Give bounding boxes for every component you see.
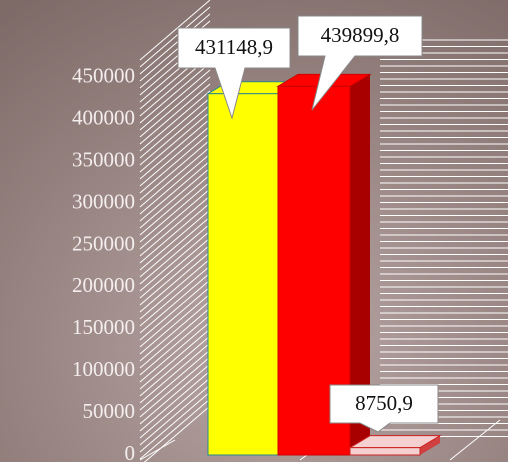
wall-hatch — [139, 363, 211, 425]
wall-hatch — [139, 111, 211, 173]
callout — [177, 27, 291, 120]
data-label: 8750,9 — [355, 391, 413, 415]
wall-hatch — [139, 356, 211, 418]
y-tick-label: 0 — [125, 441, 136, 462]
wall-hatch — [139, 69, 211, 131]
y-tick-label: 450000 — [72, 64, 135, 88]
wall-hatch — [139, 251, 211, 313]
wall-hatch — [139, 230, 211, 292]
bar-side — [350, 74, 370, 456]
bar — [207, 93, 279, 456]
data-label: 439899,8 — [321, 23, 400, 47]
y-tick-label: 250000 — [72, 231, 135, 255]
y-tick-label: 100000 — [72, 357, 135, 381]
wall-hatch — [139, 216, 211, 278]
wall-hatch — [139, 76, 211, 138]
wall-hatch — [139, 202, 211, 264]
wall-hatch — [139, 391, 211, 453]
y-tick-label: 400000 — [72, 106, 135, 130]
wall-hatch — [139, 188, 211, 250]
bar — [349, 447, 421, 456]
wall-hatch — [139, 174, 211, 236]
wall-hatch — [139, 181, 211, 243]
y-tick-label: 150000 — [72, 315, 135, 339]
wall-hatch — [143, 405, 211, 462]
wall-hatch — [139, 139, 211, 201]
wall-hatch — [139, 132, 211, 194]
wall-hatch — [139, 209, 211, 271]
wall-hatch — [139, 97, 211, 159]
wall-hatch — [139, 146, 211, 208]
callout — [297, 15, 423, 111]
wall-hatch — [139, 286, 211, 348]
wall-hatch — [139, 244, 211, 306]
wall-hatch — [139, 6, 211, 68]
wall-hatch — [139, 153, 211, 215]
wall-hatch — [139, 321, 211, 383]
y-tick-label: 50000 — [83, 399, 136, 423]
floor-edge — [449, 419, 501, 461]
wall-hatch — [139, 335, 211, 397]
wall-hatch — [139, 314, 211, 376]
wall-hatch — [139, 279, 211, 341]
back-wall — [139, 0, 508, 462]
wall-hatch — [139, 118, 211, 180]
y-tick-label: 350000 — [72, 148, 135, 172]
wall-hatch — [139, 377, 211, 439]
wall-hatch — [139, 167, 211, 229]
wall-hatch — [139, 349, 211, 411]
wall-hatch — [139, 83, 211, 145]
wall-hatch — [139, 223, 211, 285]
wall-hatch — [139, 104, 211, 166]
wall-hatch — [139, 342, 211, 404]
wall-hatch — [139, 237, 211, 299]
wall-hatch — [139, 272, 211, 334]
wall-hatch — [139, 0, 211, 61]
wall-hatch — [139, 90, 211, 152]
wall-hatch — [139, 265, 211, 327]
wall-hatch — [139, 384, 211, 446]
floor-edge — [139, 439, 176, 461]
wall-hatch — [139, 370, 211, 432]
wall-hatch — [139, 125, 211, 187]
wall-hatch — [139, 160, 211, 222]
callout — [329, 384, 439, 433]
wall-hatch — [139, 13, 211, 75]
data-label: 431148,9 — [195, 35, 273, 59]
wall-hatch — [139, 398, 211, 460]
y-tick-label: 300000 — [72, 189, 135, 213]
wall-hatch — [139, 195, 211, 257]
wall-hatch — [139, 62, 211, 124]
wall-hatch — [139, 307, 211, 369]
bar-side — [420, 435, 440, 455]
wall-hatch — [139, 258, 211, 320]
wall-hatch — [139, 300, 211, 362]
wall-hatch — [139, 293, 211, 355]
wall-hatch — [139, 328, 211, 390]
y-tick-label: 200000 — [72, 273, 135, 297]
